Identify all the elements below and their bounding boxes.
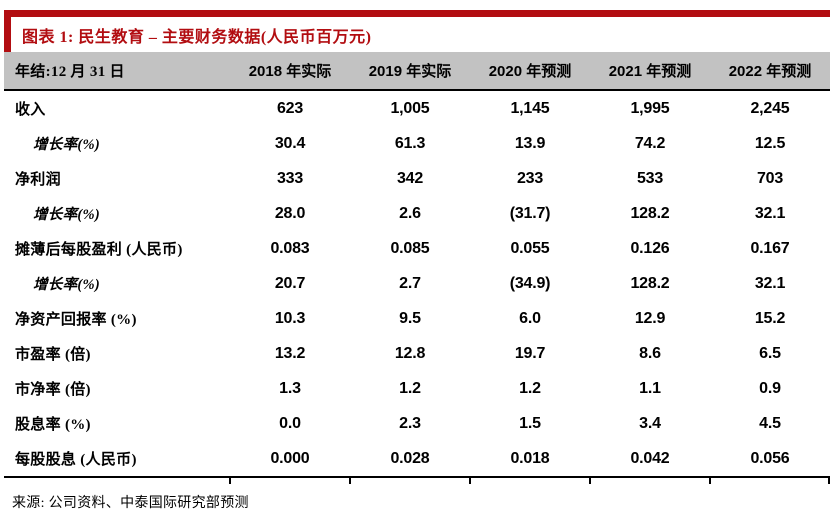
- cell-value: 15.2: [754, 309, 786, 327]
- row-label: 每股股息 (人民币): [4, 441, 230, 478]
- cell-value: 0.000: [230, 441, 350, 478]
- row-label: 市净率 (倍): [15, 382, 91, 398]
- row-label: 收入: [15, 102, 46, 118]
- cell-value: 233: [516, 169, 544, 187]
- cell-value: 623: [276, 99, 304, 117]
- table-row: 增长率(%) 28.0 2.6 (31.7) 128.2 32.1: [4, 196, 830, 231]
- cell-value: 61.3: [394, 134, 426, 152]
- cell-value: 2.3: [399, 414, 421, 432]
- cell-value: 0.055: [510, 239, 550, 257]
- row-label: 增长率(%): [33, 277, 101, 293]
- cell-value: 0.0: [279, 414, 301, 432]
- cell-value: 20.7: [274, 274, 306, 292]
- table-row: 每股股息 (人民币) 0.000 0.028 0.018 0.042 0.056: [4, 441, 830, 478]
- figure-title: 图表 1: 民生教育 – 主要财务数据(人民币百万元): [22, 28, 372, 46]
- cell-value: 0.085: [390, 239, 430, 257]
- column-tick: [229, 478, 231, 484]
- cell-value: 2,245: [750, 99, 790, 117]
- table-row: 股息率 (%) 0.0 2.3 1.5 3.4 4.5: [4, 406, 830, 441]
- header-cell-year: 2018 年实际: [230, 52, 350, 91]
- table-row: 净资产回报率 (%) 10.3 9.5 6.0 12.9 15.2: [4, 301, 830, 336]
- table-row: 收入 623 1,005 1,145 1,995 2,245: [4, 90, 830, 126]
- accent-top-bar: [4, 10, 830, 17]
- source-note: 来源: 公司资料、中泰国际研究部预测: [12, 496, 249, 511]
- cell-value: 0.056: [710, 441, 830, 478]
- cell-value: 13.9: [514, 134, 546, 152]
- cell-value: 3.4: [639, 414, 661, 432]
- cell-value: 0.028: [350, 441, 470, 478]
- cell-value: 12.8: [394, 344, 426, 362]
- header-cell-year: 2020 年预测: [470, 52, 590, 91]
- cell-value: 30.4: [274, 134, 306, 152]
- financial-table: 年结:12 月 31 日 2018 年实际 2019 年实际 2020 年预测 2021…: [4, 52, 830, 478]
- column-tick: [709, 478, 711, 484]
- cell-value: 2.7: [399, 274, 421, 292]
- row-label: 净资产回报率 (%): [15, 312, 137, 328]
- cell-value: 32.1: [754, 204, 786, 222]
- cell-value: 703: [756, 169, 784, 187]
- cell-value: 13.2: [274, 344, 306, 362]
- cell-value: 6.5: [759, 344, 781, 362]
- cell-value: 74.2: [634, 134, 666, 152]
- cell-value: 9.5: [399, 309, 421, 327]
- cell-value: 333: [276, 169, 304, 187]
- cell-value: 0.126: [630, 239, 670, 257]
- column-tick: [828, 478, 830, 484]
- cell-value: 0.018: [470, 441, 590, 478]
- cell-value: 1,005: [390, 99, 430, 117]
- column-tick: [349, 478, 351, 484]
- header-cell-year-end: 年结:12 月 31 日: [4, 52, 230, 91]
- cell-value: 6.0: [519, 309, 541, 327]
- cell-value: 128.2: [630, 204, 670, 222]
- column-border-ticks: [4, 478, 830, 486]
- cell-value: 10.3: [274, 309, 306, 327]
- row-label: 市盈率 (倍): [15, 347, 91, 363]
- row-label: 股息率 (%): [15, 417, 91, 433]
- cell-value: 1.1: [639, 379, 661, 397]
- cell-value: 0.083: [270, 239, 310, 257]
- table-row: 增长率(%) 20.7 2.7 (34.9) 128.2 32.1: [4, 266, 830, 301]
- cell-value: 12.5: [754, 134, 786, 152]
- cell-value: 2.6: [399, 204, 421, 222]
- column-tick: [589, 478, 591, 484]
- column-tick: [469, 478, 471, 484]
- cell-value: 12.9: [634, 309, 666, 327]
- report-figure: 图表 1: 民生教育 – 主要财务数据(人民币百万元) 年结:12 月 31 日…: [4, 10, 830, 512]
- table-row: 市盈率 (倍) 13.2 12.8 19.7 8.6 6.5: [4, 336, 830, 371]
- row-label: 增长率(%): [33, 207, 101, 223]
- cell-value: 0.042: [590, 441, 710, 478]
- cell-value: 1.2: [519, 379, 541, 397]
- cell-value: 1,995: [630, 99, 670, 117]
- cell-value: 0.167: [750, 239, 790, 257]
- cell-value: 1.3: [279, 379, 301, 397]
- cell-value: 32.1: [754, 274, 786, 292]
- cell-value: 19.7: [514, 344, 546, 362]
- cell-value: 1.2: [399, 379, 421, 397]
- cell-value: 128.2: [630, 274, 670, 292]
- cell-value: 342: [396, 169, 424, 187]
- cell-value: 28.0: [274, 204, 306, 222]
- cell-value: (34.9): [509, 274, 551, 292]
- cell-value: 0.9: [759, 379, 781, 397]
- cell-value: 1.5: [519, 414, 541, 432]
- row-label: 摊薄后每股盈利 (人民币): [15, 242, 183, 258]
- table-row: 摊薄后每股盈利 (人民币) 0.083 0.085 0.055 0.126 0.167: [4, 231, 830, 266]
- cell-value: 533: [636, 169, 664, 187]
- cell-value: 4.5: [759, 414, 781, 432]
- row-label: 净利润: [15, 172, 61, 188]
- cell-value: 8.6: [639, 344, 661, 362]
- row-label: 增长率(%): [33, 137, 101, 153]
- table-row: 净利润 333 342 233 533 703: [4, 161, 830, 196]
- header-cell-year: 2022 年预测: [710, 52, 830, 91]
- figure-title-row: 图表 1: 民生教育 – 主要财务数据(人民币百万元): [4, 17, 830, 52]
- header-cell-year: 2021 年预测: [590, 52, 710, 91]
- cell-value: 1,145: [510, 99, 550, 117]
- table-row: 增长率(%) 30.4 61.3 13.9 74.2 12.5: [4, 126, 830, 161]
- header-cell-year: 2019 年实际: [350, 52, 470, 91]
- table-header-row: 年结:12 月 31 日 2018 年实际 2019 年实际 2020 年预测 2021…: [4, 52, 830, 91]
- table-row: 市净率 (倍) 1.3 1.2 1.2 1.1 0.9: [4, 371, 830, 406]
- cell-value: (31.7): [509, 204, 551, 222]
